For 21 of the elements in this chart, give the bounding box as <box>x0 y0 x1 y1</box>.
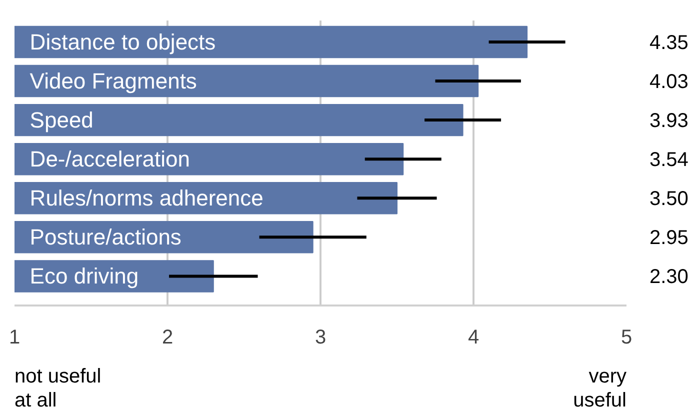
x-tick-label: 2 <box>162 326 174 348</box>
x-tick-label: 3 <box>314 326 326 348</box>
x-tick-label: 5 <box>620 326 632 348</box>
data-label: 2.95 <box>650 227 688 250</box>
y-tick-label: Rules/norms adherence <box>30 186 264 211</box>
data-label: 3.93 <box>650 110 688 132</box>
data-label: 3.50 <box>650 188 688 210</box>
x-tick-label: 4 <box>468 326 480 348</box>
x-tick-label: 1 <box>8 326 20 348</box>
y-tick-label: De-/acceleration <box>30 146 190 172</box>
y-tick-label: Eco driving <box>30 264 139 289</box>
y-tick-label: Speed <box>30 108 94 133</box>
data-label: 4.35 <box>650 32 688 54</box>
y-tick-label: Video Fragments <box>30 68 197 94</box>
text: not useful at all <box>14 366 102 412</box>
text: very useful <box>573 366 627 412</box>
data-label: 3.54 <box>650 149 688 172</box>
data-label: 4.03 <box>650 71 688 94</box>
y-tick-label: Posture/actions <box>30 224 182 250</box>
y-tick-label: Distance to objects <box>30 29 216 54</box>
data-label: 2.30 <box>650 266 688 288</box>
